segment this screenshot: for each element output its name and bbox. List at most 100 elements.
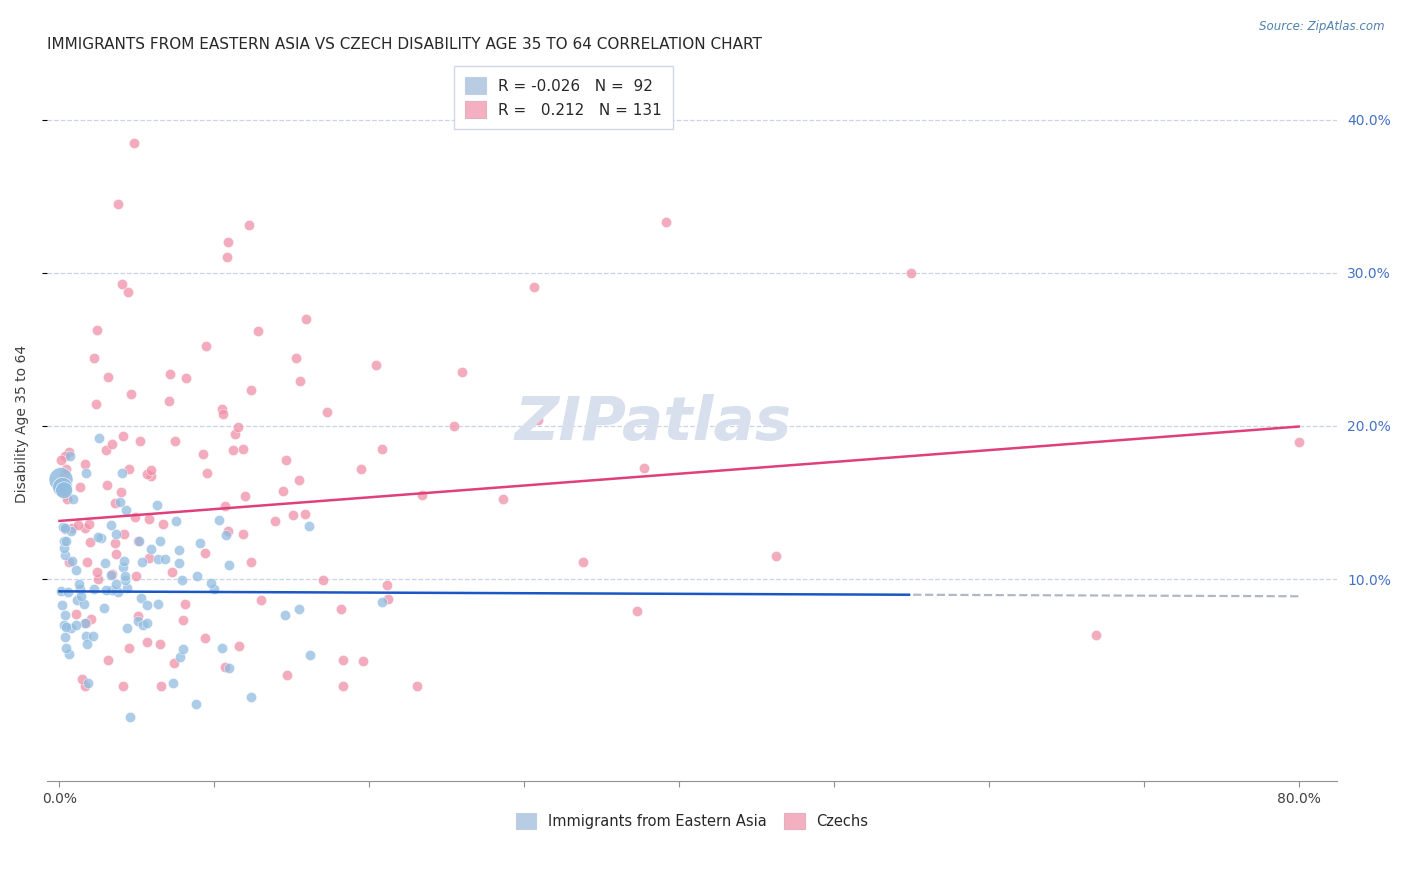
Point: [67, 576, 90, 591]
Point: [186, 569, 208, 583]
Point: [765, 549, 787, 563]
Point: [135, 634, 157, 648]
Point: [52, 534, 75, 549]
Point: [217, 524, 239, 539]
Point: [90, 531, 112, 545]
Point: [264, 514, 287, 528]
Point: [172, 613, 194, 627]
Point: [135, 599, 157, 613]
Point: [238, 218, 260, 232]
Point: [212, 407, 235, 421]
Point: [115, 621, 138, 635]
Point: [149, 637, 172, 651]
Point: [107, 197, 129, 211]
Point: [87, 431, 110, 445]
Point: [214, 499, 236, 513]
Point: [114, 553, 136, 567]
Point: [352, 654, 374, 668]
Point: [139, 468, 162, 483]
Point: [122, 136, 145, 150]
Point: [316, 405, 339, 419]
Point: [159, 368, 181, 382]
Point: [191, 447, 214, 461]
Point: [93, 601, 115, 615]
Point: [87, 530, 110, 544]
Point: [246, 324, 269, 338]
Point: [139, 463, 162, 477]
Point: [51, 477, 73, 491]
Point: [250, 593, 273, 607]
Point: [128, 434, 150, 448]
Point: [69, 582, 91, 596]
Point: [274, 608, 297, 623]
Point: [149, 679, 172, 693]
Point: [55, 620, 77, 634]
Point: [329, 602, 352, 616]
Point: [451, 365, 474, 379]
Point: [100, 437, 122, 451]
Point: [139, 541, 162, 556]
Point: [366, 358, 388, 372]
Point: [146, 597, 169, 611]
Point: [167, 543, 190, 558]
Point: [239, 555, 262, 569]
Point: [231, 526, 253, 541]
Point: [105, 527, 128, 541]
Point: [271, 483, 294, 498]
Point: [58, 555, 80, 569]
Point: [51, 598, 73, 612]
Point: [163, 657, 186, 671]
Point: [60, 524, 83, 538]
Point: [55, 462, 77, 476]
Point: [49, 584, 72, 599]
Point: [127, 534, 149, 549]
Point: [131, 555, 153, 569]
Point: [149, 534, 172, 549]
Point: [200, 575, 222, 590]
Point: [86, 323, 108, 337]
Point: [1288, 435, 1310, 450]
Point: [59, 621, 82, 635]
Point: [53, 548, 76, 562]
Point: [655, 214, 678, 228]
Point: [132, 618, 155, 632]
Point: [84, 397, 107, 411]
Point: [83, 351, 105, 365]
Point: [299, 648, 322, 662]
Point: [152, 516, 174, 531]
Point: [135, 467, 157, 482]
Point: [65, 618, 87, 632]
Point: [96, 653, 118, 667]
Point: [240, 383, 263, 397]
Point: [1085, 628, 1108, 642]
Point: [70, 590, 93, 604]
Point: [62, 492, 84, 507]
Point: [375, 578, 398, 592]
Point: [492, 491, 515, 506]
Point: [900, 266, 922, 280]
Point: [523, 280, 546, 294]
Point: [79, 516, 101, 531]
Point: [186, 698, 208, 712]
Point: [77, 676, 100, 690]
Point: [101, 566, 124, 581]
Point: [49, 473, 72, 487]
Point: [82, 629, 104, 643]
Point: [633, 461, 655, 475]
Point: [146, 552, 169, 566]
Point: [73, 457, 96, 471]
Point: [115, 581, 138, 595]
Point: [94, 556, 117, 570]
Point: [287, 602, 309, 616]
Point: [100, 568, 122, 582]
Point: [86, 566, 108, 580]
Point: [443, 419, 465, 434]
Point: [165, 434, 187, 449]
Point: [211, 640, 233, 655]
Point: [195, 339, 218, 353]
Point: [332, 653, 354, 667]
Point: [60, 554, 83, 568]
Point: [112, 559, 135, 574]
Point: [97, 369, 120, 384]
Point: [52, 617, 75, 632]
